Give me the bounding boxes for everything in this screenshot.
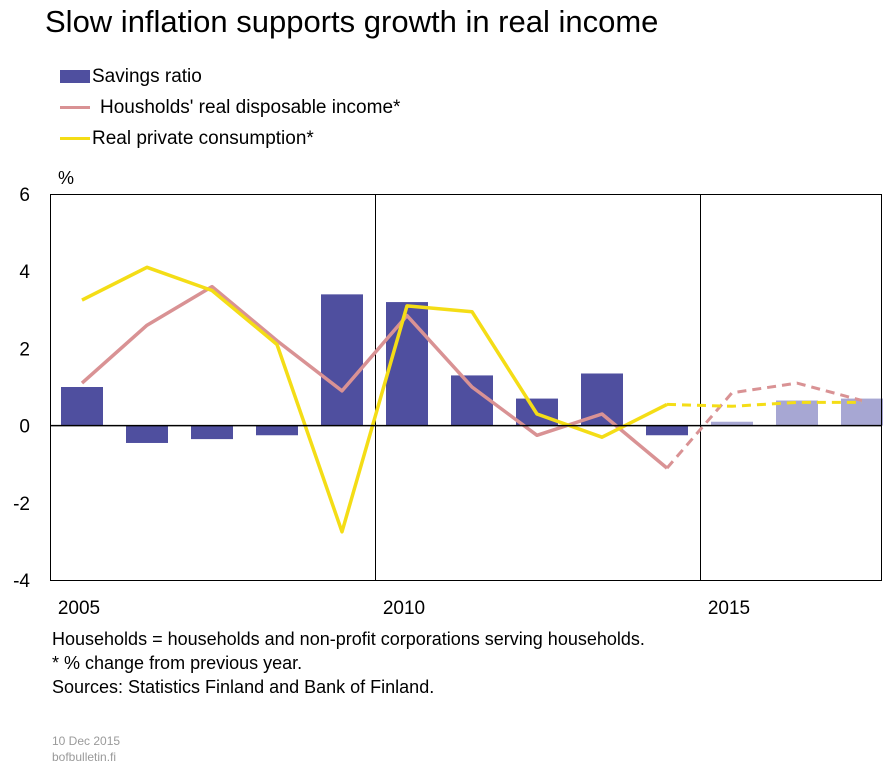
legend-label-savings-ratio: Savings ratio [92, 65, 202, 87]
footer-date: 10 Dec 2015 [52, 734, 121, 748]
line-real-private-consumption [81, 265, 668, 534]
footer-site: bofbulletin.fi [52, 750, 117, 764]
bar-savings-ratio-2016 [776, 400, 818, 426]
line-real-private-consumption-forecast [666, 400, 862, 408]
legend: Savings ratio Housholds' real disposable… [60, 61, 400, 154]
x-tick-label-2015: 2015 [708, 598, 750, 619]
bar-savings-ratio-2014 [646, 425, 688, 436]
line-real-disposable-income [80, 284, 669, 470]
y-tick-label-6: 6 [19, 185, 30, 206]
line-real-disposable-income-forecast [665, 381, 863, 470]
chart-plot: 6 4 2 0 -2 -4 2005 2010 2015 [13, 185, 883, 619]
legend-item-savings-ratio: Savings ratio [60, 61, 400, 92]
bar-savings-ratio-2007 [191, 425, 233, 440]
note-percent-change: * % change from previous year. [52, 653, 303, 673]
y-tick-label-4: 4 [19, 262, 30, 283]
legend-swatch-savings-ratio [60, 70, 90, 83]
notes: Households = households and non-profit c… [52, 627, 645, 699]
note-households-definition: Households = households and non-profit c… [52, 629, 645, 649]
bar-savings-ratio-2009 [321, 294, 363, 426]
y-tick-label-2: 2 [19, 339, 30, 360]
legend-item-real-disposable-income: Housholds' real disposable income* [60, 92, 400, 123]
x-tick-label-2005: 2005 [58, 598, 100, 619]
plot-frame [50, 194, 882, 581]
bar-savings-ratio-2008 [256, 425, 298, 436]
legend-label-real-disposable-income: Housholds' real disposable income* [100, 96, 401, 118]
footer: 10 Dec 2015 bofbulletin.fi [52, 733, 120, 765]
legend-label-real-private-consumption: Real private consumption* [92, 127, 314, 149]
legend-item-real-private-consumption: Real private consumption* [60, 123, 400, 154]
note-sources: Sources: Statistics Finland and Bank of … [52, 677, 435, 697]
chart-title: Slow inflation supports growth in real i… [45, 4, 659, 39]
bar-savings-ratio-2011 [451, 375, 493, 426]
y-tick-label--2: -2 [13, 494, 30, 515]
legend-swatch-real-private-consumption [60, 137, 90, 140]
y-tick-label-0: 0 [19, 417, 30, 438]
y-tick-label--4: -4 [13, 571, 30, 592]
bar-savings-ratio-2010 [386, 302, 428, 426]
bar-savings-ratio-2015 [711, 421, 753, 426]
y-axis-unit-label: % [58, 168, 75, 188]
legend-swatch-real-disposable-income [60, 106, 90, 109]
bar-savings-ratio-2006 [126, 425, 168, 443]
x-tick-label-2010: 2010 [383, 598, 425, 619]
bar-savings-ratio-2005 [61, 387, 103, 426]
